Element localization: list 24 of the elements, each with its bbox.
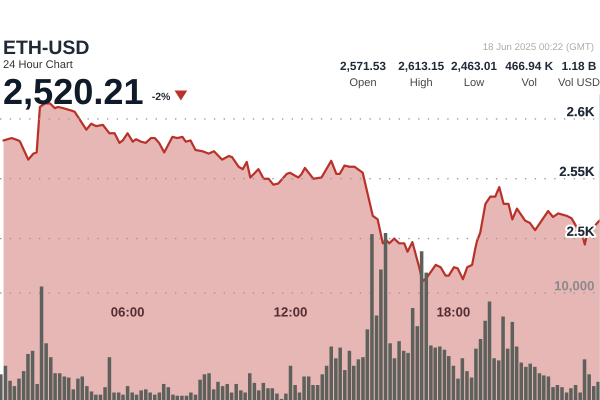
text: Vol USD	[558, 78, 600, 86]
x-tick-label: 18:00	[437, 307, 470, 317]
text: Vol	[522, 78, 536, 86]
text: 1.18 B	[562, 62, 596, 70]
text: 2,571.53	[340, 62, 386, 72]
bar	[225, 384, 230, 400]
text: High	[410, 78, 432, 88]
y-tick-label: 2.55K	[560, 166, 594, 176]
x-tick-label: 12:00	[274, 307, 307, 317]
annotation: -2%	[152, 92, 170, 100]
text: 18 Jun 2025 00:22 (GMT)	[483, 42, 594, 52]
chart-subtitle: 24 Hour Chart	[4, 60, 73, 68]
bar	[152, 394, 157, 400]
text: Open	[350, 78, 376, 88]
chart-title: ETH-USD	[4, 40, 89, 54]
text: 2,463.01	[451, 62, 497, 72]
text: 2,613.15	[398, 62, 444, 72]
text: 466.94 K	[505, 62, 554, 70]
annotation: 2,520.21	[4, 78, 143, 110]
y2-tick-label: 10,000	[554, 281, 594, 292]
text: Low	[464, 78, 484, 86]
y-tick-label: 2.6K	[567, 106, 594, 116]
bar	[189, 392, 193, 400]
x-tick-label: 06:00	[111, 307, 144, 317]
